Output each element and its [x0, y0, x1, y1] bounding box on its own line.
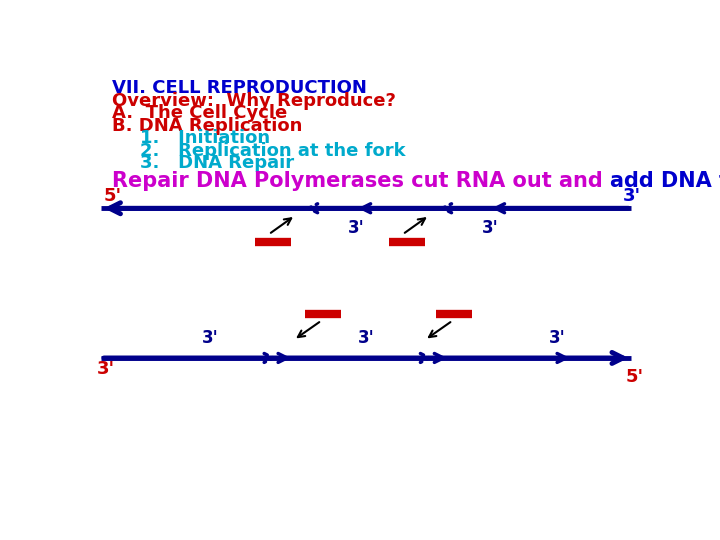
- Text: 3': 3': [549, 329, 566, 347]
- Text: 3': 3': [348, 219, 365, 237]
- Text: Repair DNA Polymerases cut RNA out and: Repair DNA Polymerases cut RNA out and: [112, 171, 611, 191]
- Text: 3': 3': [358, 329, 374, 347]
- Text: 5': 5': [104, 187, 122, 205]
- Text: 3': 3': [202, 329, 218, 347]
- Text: 3': 3': [96, 360, 114, 378]
- Text: 1.   Initiation: 1. Initiation: [140, 129, 270, 147]
- Text: 3': 3': [623, 187, 641, 205]
- Text: 3.   DNA Repair: 3. DNA Repair: [140, 154, 294, 172]
- Text: 3': 3': [482, 219, 499, 237]
- Text: A.  The Cell Cycle: A. The Cell Cycle: [112, 104, 287, 122]
- Text: VII. CELL REPRODUCTION: VII. CELL REPRODUCTION: [112, 79, 367, 97]
- Text: B. DNA Replication: B. DNA Replication: [112, 117, 302, 135]
- Text: add DNA to 3': add DNA to 3': [611, 171, 720, 191]
- Text: 2.   Replication at the fork: 2. Replication at the fork: [140, 141, 406, 160]
- Text: 5': 5': [626, 368, 644, 386]
- Text: Overview:  Why Reproduce?: Overview: Why Reproduce?: [112, 92, 396, 110]
